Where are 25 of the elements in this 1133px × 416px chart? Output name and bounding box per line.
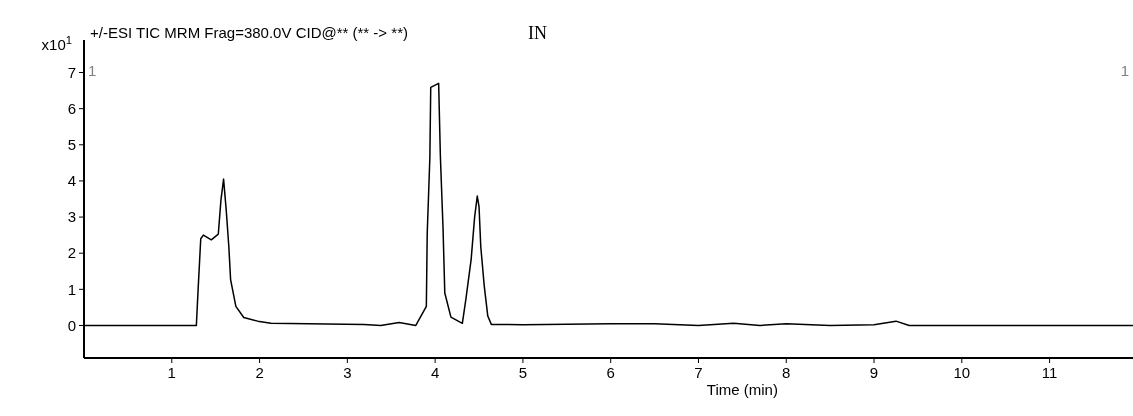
annotation: 1 xyxy=(1120,62,1129,79)
x-tick-label: 1 xyxy=(167,364,176,381)
annotation: 1 xyxy=(88,62,97,79)
x-tick-label: 8 xyxy=(782,364,791,381)
y-tick-label: 7 xyxy=(67,63,76,81)
y-tick-label: 5 xyxy=(67,136,76,154)
x-tick-label: 10 xyxy=(953,364,971,381)
x-tick-label: 7 xyxy=(694,364,703,381)
y-tick-label: 4 xyxy=(67,172,76,190)
x-tick-label: 9 xyxy=(869,364,879,381)
y-tick-label: 1 xyxy=(67,280,76,298)
y-tick-label: 3 xyxy=(67,208,76,226)
x-tick-label: 11 xyxy=(1041,364,1058,381)
y-tick-label: 2 xyxy=(67,244,76,262)
annotation: IN xyxy=(528,23,547,43)
x-tick-label: 4 xyxy=(430,364,440,381)
x-axis-title: Time (min) xyxy=(706,381,778,398)
y-tick-label: 6 xyxy=(67,99,76,117)
x-tick-label: 5 xyxy=(518,364,528,381)
y-tick-label: 0 xyxy=(67,316,76,334)
x-tick-label: 6 xyxy=(606,364,615,381)
x-tick-label: 2 xyxy=(255,364,264,381)
y-axis-title: x10$^{1}$ xyxy=(41,34,72,53)
chart-title: +/-ESI TIC MRM Frag=380.0V CID@** (** -> **) xyxy=(90,24,408,41)
x-tick-label: 3 xyxy=(343,364,352,381)
